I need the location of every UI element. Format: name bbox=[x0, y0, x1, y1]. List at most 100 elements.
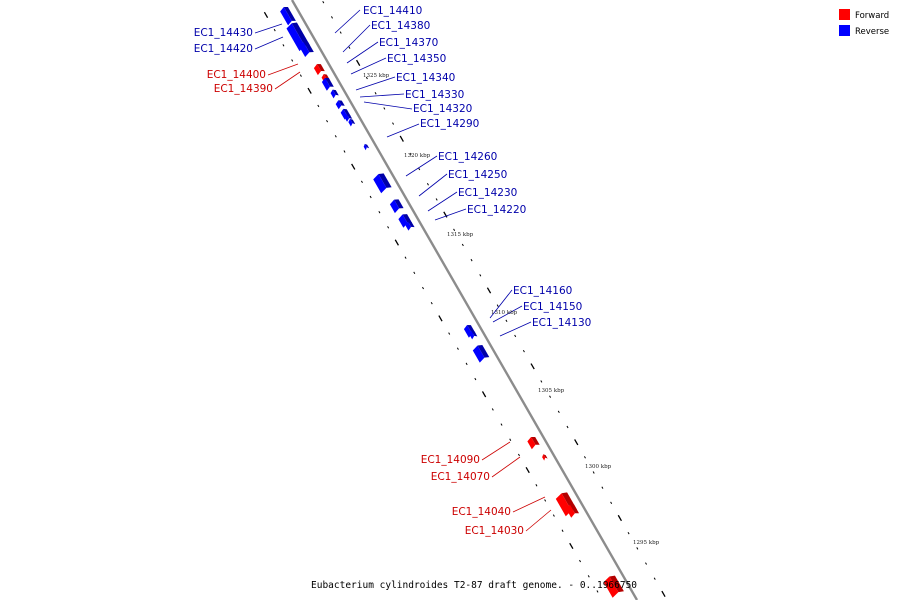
scale-labels: 1325 kbp 1320 kbp 1315 kbp 1310 kbp 1305… bbox=[363, 73, 660, 546]
gene-feature[interactable] bbox=[286, 23, 305, 52]
gene-label[interactable]: EC1_14350 bbox=[387, 53, 446, 65]
tick-mark bbox=[514, 334, 517, 338]
tick-mark bbox=[566, 425, 569, 429]
gene-label[interactable]: EC1_14430 bbox=[194, 27, 253, 39]
leader-line bbox=[355, 76, 396, 91]
gene-label[interactable]: EC1_14220 bbox=[467, 204, 526, 216]
gene-feature[interactable] bbox=[291, 22, 310, 46]
gene-feature[interactable] bbox=[566, 504, 575, 518]
gene-feature[interactable] bbox=[364, 143, 370, 149]
gene-feature[interactable] bbox=[349, 118, 356, 124]
scale-label: 1320 kbp bbox=[404, 153, 431, 159]
gene-label[interactable]: EC1_14330 bbox=[405, 89, 464, 101]
gene-label[interactable]: EC1_14070 bbox=[431, 471, 490, 483]
leader-line bbox=[267, 63, 299, 76]
gene-label[interactable]: EC1_14090 bbox=[421, 454, 480, 466]
gene-feature[interactable] bbox=[283, 6, 296, 21]
gene-label[interactable]: EC1_14030 bbox=[465, 525, 524, 537]
gene-feature[interactable] bbox=[303, 41, 314, 53]
gene-feature[interactable] bbox=[330, 89, 336, 99]
gene-label[interactable]: EC1_14380 bbox=[371, 20, 430, 32]
gene-feature[interactable] bbox=[378, 173, 392, 188]
gene-feature[interactable] bbox=[363, 143, 367, 151]
gene-feature[interactable] bbox=[346, 113, 353, 119]
gene-feature[interactable] bbox=[609, 575, 624, 593]
tick-mark bbox=[500, 423, 503, 426]
gene-feature[interactable] bbox=[603, 576, 619, 598]
leader-line bbox=[525, 509, 552, 532]
gene-feature[interactable] bbox=[317, 64, 325, 72]
tick-mark bbox=[530, 363, 535, 370]
gene-feature[interactable] bbox=[531, 436, 540, 445]
gene-label[interactable]: EC1_14150 bbox=[523, 301, 582, 313]
gene-label[interactable]: EC1_14250 bbox=[448, 169, 507, 181]
gene-label[interactable]: EC1_14040 bbox=[452, 506, 511, 518]
gene-label[interactable]: EC1_14290 bbox=[420, 118, 479, 130]
tick-mark bbox=[661, 590, 666, 597]
gene-feature[interactable] bbox=[405, 221, 412, 231]
scale-label: 1305 kbp bbox=[538, 388, 565, 394]
gene-label[interactable]: EC1_14420 bbox=[194, 43, 253, 55]
leader-line bbox=[491, 456, 521, 478]
gene-features bbox=[280, 6, 624, 598]
tick-mark bbox=[505, 319, 508, 323]
gene-feature[interactable] bbox=[527, 437, 536, 450]
gene-feature[interactable] bbox=[477, 345, 490, 358]
gene-feature[interactable] bbox=[373, 174, 387, 194]
leader-line bbox=[254, 23, 283, 34]
gene-feature[interactable] bbox=[348, 118, 353, 127]
gene-feature[interactable] bbox=[338, 100, 345, 106]
gene-feature[interactable] bbox=[280, 7, 292, 26]
tick-mark bbox=[365, 76, 368, 80]
tick-mark bbox=[307, 87, 312, 94]
gene-feature[interactable] bbox=[335, 100, 342, 110]
tick-mark bbox=[481, 391, 487, 398]
tick-mark bbox=[331, 16, 333, 19]
gene-label[interactable]: EC1_14370 bbox=[379, 37, 438, 49]
gene-feature[interactable] bbox=[313, 64, 322, 76]
gene-feature[interactable] bbox=[543, 454, 548, 459]
gene-feature[interactable] bbox=[299, 41, 310, 58]
gene-label[interactable]: EC1_14160 bbox=[513, 285, 572, 297]
gene-label[interactable]: EC1_14410 bbox=[363, 5, 422, 17]
gene-label[interactable]: EC1_14400 bbox=[207, 69, 266, 81]
tick-mark bbox=[596, 590, 599, 593]
gene-label[interactable]: EC1_14320 bbox=[413, 103, 472, 115]
label-leader-lines bbox=[254, 9, 552, 532]
gene-feature[interactable] bbox=[469, 330, 475, 340]
gene-label[interactable]: EC1_14260 bbox=[438, 151, 497, 163]
tick-mark bbox=[343, 150, 346, 153]
gene-feature[interactable] bbox=[389, 199, 400, 214]
tick-mark bbox=[326, 119, 329, 123]
gene-label[interactable]: EC1_14230 bbox=[458, 187, 517, 199]
gene-feature[interactable] bbox=[394, 199, 404, 209]
gene-feature[interactable] bbox=[542, 454, 546, 461]
gene-feature[interactable] bbox=[344, 113, 350, 122]
gene-label[interactable]: EC1_14390 bbox=[214, 83, 273, 95]
gene-feature[interactable] bbox=[408, 221, 415, 228]
tick-mark bbox=[418, 167, 421, 171]
gene-feature[interactable] bbox=[569, 504, 580, 514]
leader-line bbox=[350, 57, 387, 75]
tick-mark bbox=[461, 243, 464, 247]
tick-mark bbox=[574, 439, 579, 446]
gene-label[interactable]: EC1_14340 bbox=[396, 72, 455, 84]
gene-feature[interactable] bbox=[332, 89, 339, 96]
tick-mark bbox=[291, 59, 294, 62]
gene-label[interactable]: EC1_14130 bbox=[532, 317, 591, 329]
gene-feature[interactable] bbox=[472, 345, 485, 363]
tick-mark bbox=[430, 301, 433, 305]
leader-line bbox=[359, 93, 405, 98]
tick-mark bbox=[509, 438, 512, 441]
gene-feature[interactable] bbox=[325, 77, 334, 87]
tick-mark bbox=[486, 287, 492, 294]
gene-feature[interactable] bbox=[402, 214, 413, 224]
tick-mark bbox=[317, 104, 320, 108]
gene-feature[interactable] bbox=[321, 77, 331, 91]
tick-mark bbox=[435, 198, 438, 201]
leader-line bbox=[489, 289, 513, 319]
tick-mark bbox=[540, 380, 543, 383]
gene-feature[interactable] bbox=[471, 330, 478, 337]
gene-feature[interactable] bbox=[398, 214, 408, 228]
tick-mark bbox=[627, 531, 630, 535]
